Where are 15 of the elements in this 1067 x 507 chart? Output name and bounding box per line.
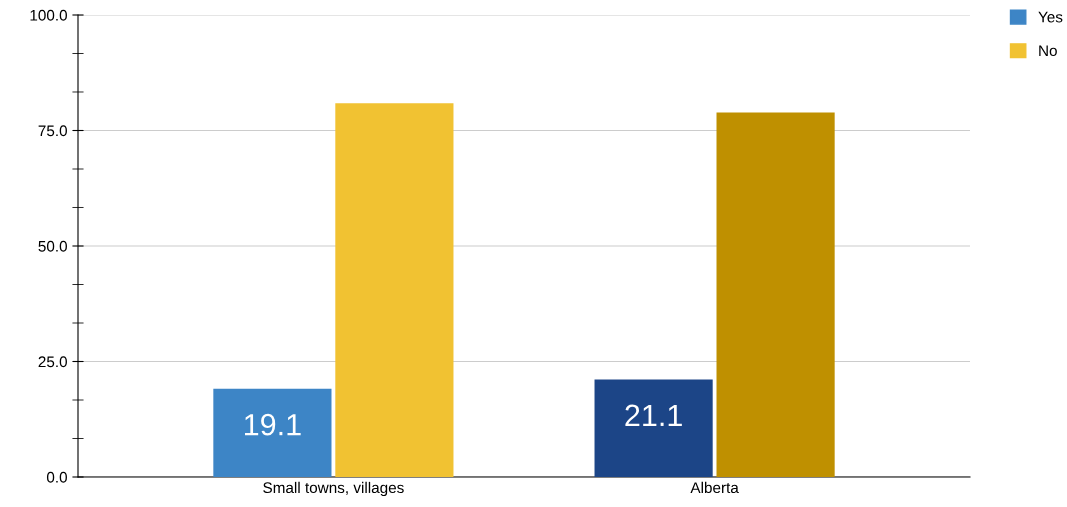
legend-label: No [1039, 45, 1057, 57]
y-tick-label: 25.0 [38, 356, 67, 368]
y-tick-label: 75.0 [38, 125, 67, 137]
x-tick-label: Small towns, villages [263, 481, 404, 497]
y-tick-label: 50.0 [38, 240, 67, 252]
bar [716, 112, 835, 477]
legend-label: Yes [1038, 11, 1063, 23]
bar [594, 379, 713, 477]
y-tick-label: 100.0 [30, 9, 67, 21]
x-tick-label: Alberta [690, 481, 739, 494]
data-label: 19.1 [245, 413, 301, 436]
data-label: 21.1 [625, 404, 682, 426]
bar [335, 103, 454, 477]
y-tick-label: 0.0 [46, 471, 67, 483]
bar [213, 388, 332, 477]
